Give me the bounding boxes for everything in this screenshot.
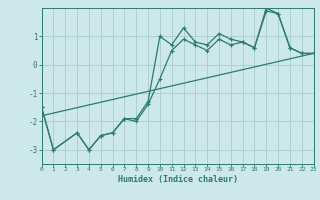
X-axis label: Humidex (Indice chaleur): Humidex (Indice chaleur) — [118, 175, 237, 184]
